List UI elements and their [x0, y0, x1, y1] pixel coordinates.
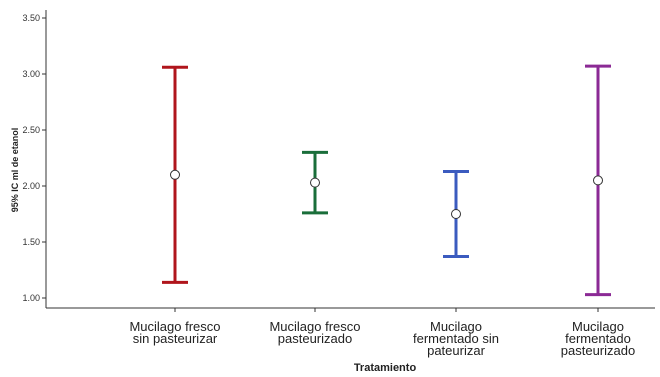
y-tick-label: 3.50 [22, 13, 40, 23]
error-bar-group [162, 65, 188, 284]
mean-point [451, 209, 461, 219]
x-category-label: Mucilago fermentado sin pateurizar [413, 319, 499, 358]
error-bar-group [443, 169, 469, 259]
y-tick-label: 1.00 [22, 293, 40, 303]
error-bar-group [302, 150, 328, 215]
mean-point [310, 177, 320, 188]
mean-point [170, 169, 180, 180]
mean-point [593, 175, 603, 186]
y-tick-label: 2.00 [22, 181, 40, 191]
error-bar-group [585, 64, 611, 297]
x-category-label: Mucilago fermentado pasteurizado [561, 319, 635, 358]
axes [45, 10, 655, 309]
x-axis-title: Tratamiento [354, 362, 417, 374]
y-tick-label: 2.50 [22, 125, 40, 135]
y-axis-ticks: 1.00 1.50 2.00 2.50 3.00 3.50 [22, 13, 46, 303]
error-bars [162, 64, 611, 297]
x-category-label: Mucilago fresco sin pasteurizar [129, 319, 220, 346]
y-axis-title: 95% IC ml de etanol [10, 128, 20, 213]
x-category-label: Mucilago fresco pasteurizado [269, 319, 360, 346]
x-axis-categories: Mucilago fresco sin pasteurizar Mucilago f… [129, 308, 635, 358]
y-tick-label: 3.00 [22, 69, 40, 79]
y-tick-label: 1.50 [22, 237, 40, 247]
